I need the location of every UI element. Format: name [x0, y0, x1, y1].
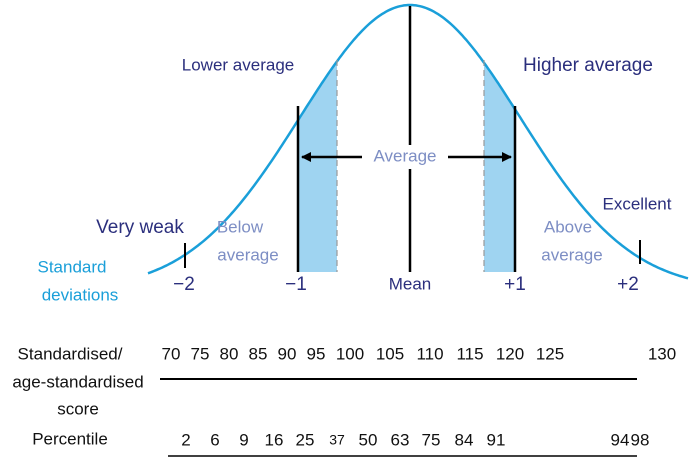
score: 85	[249, 344, 268, 363]
percentile: 98	[631, 430, 650, 449]
label: Below	[217, 217, 264, 236]
score: 115	[456, 344, 483, 363]
label: Higher average	[523, 55, 653, 76]
score: 130	[648, 344, 676, 363]
percentile: 37	[329, 432, 345, 448]
percentile: 6	[210, 430, 219, 449]
sd-label: −1	[285, 274, 307, 295]
score: 95	[307, 344, 326, 363]
sd-label: +2	[617, 274, 639, 295]
score: 100	[336, 344, 364, 363]
percentile: 2	[181, 430, 190, 449]
row-label: age-standardised	[12, 372, 143, 391]
percentile: 75	[422, 430, 441, 449]
score: 105	[376, 344, 404, 363]
percentile: 63	[391, 430, 410, 449]
shading	[298, 61, 515, 273]
label: average	[217, 245, 278, 264]
percentile: 9	[239, 430, 248, 449]
score: 125	[536, 344, 564, 363]
label: Very weak	[96, 217, 184, 238]
percentile: 94	[611, 430, 630, 449]
score: 110	[416, 344, 443, 363]
percentile: 16	[265, 430, 284, 449]
score: 75	[191, 344, 210, 363]
percentile: 25	[296, 430, 315, 449]
bell-curve	[147, 3, 689, 280]
band	[298, 61, 337, 272]
label: Average	[373, 146, 436, 165]
score: 80	[220, 344, 239, 363]
score: 70	[162, 344, 181, 363]
row-label: score	[57, 399, 99, 418]
label: average	[541, 245, 602, 264]
percentile: 50	[359, 430, 378, 449]
sd-label: −2	[173, 274, 195, 295]
percentile: 91	[487, 430, 506, 449]
sd-label: +1	[504, 274, 526, 295]
label: Lower average	[182, 55, 294, 74]
label-bg	[362, 145, 448, 169]
sd-label: Mean	[389, 274, 432, 293]
label: Excellent	[603, 194, 672, 213]
percentile: 84	[455, 430, 474, 449]
row-label: Percentile	[32, 429, 108, 448]
band	[484, 62, 515, 273]
label: deviations	[42, 285, 119, 304]
label: Standard	[38, 257, 107, 276]
score: 120	[496, 344, 524, 363]
score: 90	[278, 344, 297, 363]
label: Above	[544, 217, 592, 236]
row-label: Standardised/	[18, 344, 123, 363]
